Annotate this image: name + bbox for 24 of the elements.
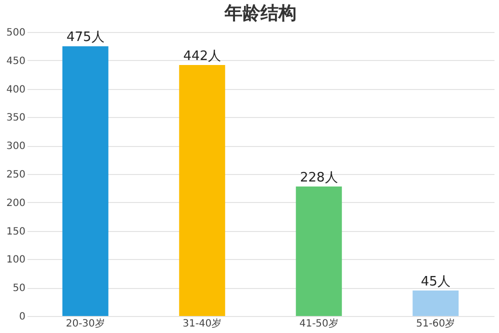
bar — [296, 186, 342, 316]
y-tick-label: 250 — [6, 170, 26, 180]
x-tick-label: 31-40岁 — [182, 318, 222, 330]
x-tick-label: 41-50岁 — [299, 318, 338, 330]
chart-title: 年龄结构 — [224, 3, 296, 24]
bar — [179, 64, 226, 316]
y-tick-label: 300 — [6, 141, 26, 152]
x-tick-label: 20-30岁 — [66, 318, 105, 330]
data-label: 442人 — [183, 48, 222, 64]
bar — [412, 290, 459, 316]
y-tick-label: 150 — [6, 226, 26, 238]
x-tick-label: 51-60岁 — [416, 318, 456, 330]
data-label: 45人 — [420, 274, 450, 290]
y-tick-label: 500 — [6, 28, 26, 38]
bar — [62, 46, 108, 316]
y-tick-label: 200 — [6, 198, 26, 209]
y-tick-label: 0 — [19, 312, 26, 322]
y-tick-label: 450 — [6, 56, 26, 67]
data-label: 475人 — [66, 30, 104, 46]
data-label: 228人 — [300, 170, 338, 186]
y-tick-label: 100 — [6, 254, 26, 266]
y-tick-label: 400 — [6, 84, 26, 96]
y-tick-label: 350 — [6, 112, 26, 124]
y-tick-label: 50 — [12, 283, 26, 294]
